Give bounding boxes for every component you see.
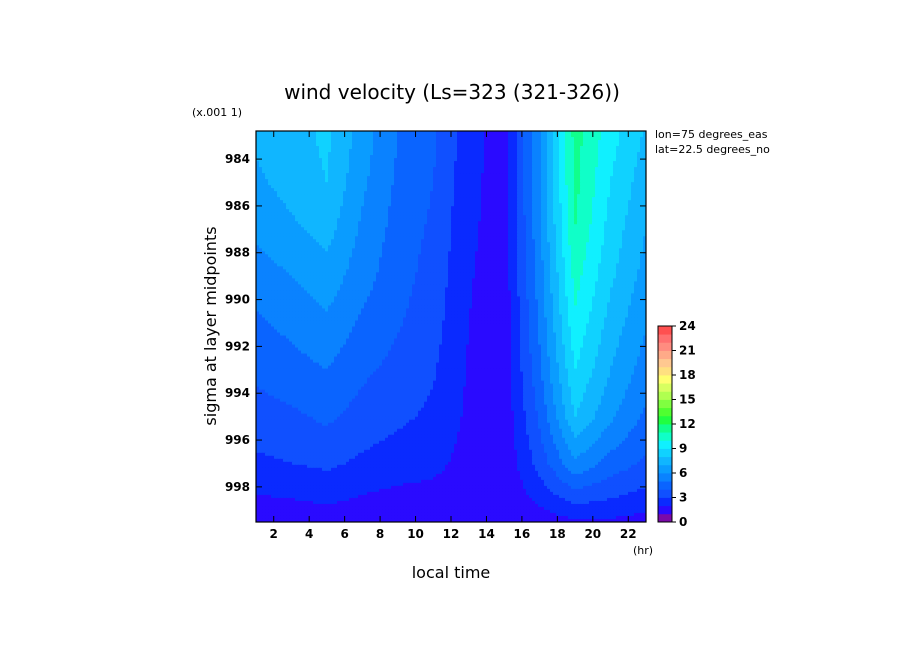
- y-scale-note: (x.001 1): [192, 106, 242, 119]
- contour-fill-area: [256, 131, 647, 523]
- chart-title: wind velocity (Ls=323 (321-326)): [284, 80, 620, 104]
